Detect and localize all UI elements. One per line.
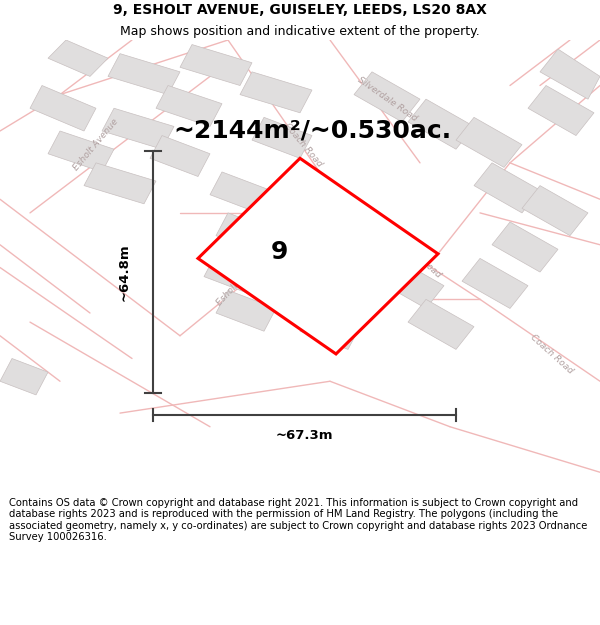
Text: Silverdale Road: Silverdale Road <box>356 75 418 123</box>
Polygon shape <box>474 163 540 213</box>
Polygon shape <box>354 72 420 122</box>
Polygon shape <box>156 86 222 126</box>
Polygon shape <box>462 258 528 309</box>
Text: Coach Road: Coach Road <box>282 121 324 168</box>
Text: Esholt Avenue: Esholt Avenue <box>215 254 265 308</box>
Polygon shape <box>30 86 96 131</box>
Text: ~64.8m: ~64.8m <box>118 243 131 301</box>
Polygon shape <box>102 108 174 149</box>
Polygon shape <box>378 258 444 309</box>
Polygon shape <box>216 213 276 254</box>
Polygon shape <box>0 359 48 395</box>
Polygon shape <box>210 172 270 213</box>
Polygon shape <box>48 131 114 172</box>
Text: ~2144m²/~0.530ac.: ~2144m²/~0.530ac. <box>173 119 451 143</box>
Polygon shape <box>522 186 588 236</box>
Text: Esholt Avenue: Esholt Avenue <box>72 117 120 172</box>
Polygon shape <box>108 54 180 94</box>
Polygon shape <box>300 309 360 349</box>
Polygon shape <box>252 118 312 158</box>
Polygon shape <box>540 49 600 99</box>
Polygon shape <box>408 299 474 349</box>
Polygon shape <box>456 118 522 168</box>
Polygon shape <box>180 44 252 86</box>
Text: Coach Road: Coach Road <box>529 332 575 376</box>
Text: ~67.3m: ~67.3m <box>276 429 333 442</box>
Polygon shape <box>492 222 558 272</box>
Polygon shape <box>48 40 108 76</box>
Polygon shape <box>408 99 474 149</box>
Polygon shape <box>150 136 210 176</box>
Text: 9, ESHOLT AVENUE, GUISELEY, LEEDS, LS20 8AX: 9, ESHOLT AVENUE, GUISELEY, LEEDS, LS20 … <box>113 3 487 17</box>
Text: 9: 9 <box>271 239 287 264</box>
Text: Map shows position and indicative extent of the property.: Map shows position and indicative extent… <box>120 25 480 38</box>
Polygon shape <box>84 163 156 204</box>
Text: Coach Road: Coach Road <box>397 237 443 280</box>
Polygon shape <box>258 268 318 309</box>
Polygon shape <box>216 290 276 331</box>
Polygon shape <box>198 158 438 354</box>
Polygon shape <box>204 254 264 295</box>
Polygon shape <box>528 86 594 136</box>
Text: Contains OS data © Crown copyright and database right 2021. This information is : Contains OS data © Crown copyright and d… <box>9 498 587 542</box>
Polygon shape <box>240 72 312 112</box>
